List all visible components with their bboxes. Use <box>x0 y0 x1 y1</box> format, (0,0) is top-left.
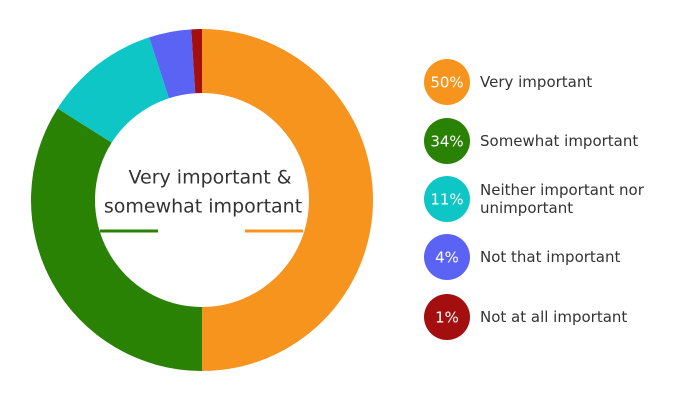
donut-slice <box>202 29 373 371</box>
legend-marker <box>424 176 470 222</box>
value-label: 1% <box>435 309 459 327</box>
legend-label: Not at all important <box>480 308 628 326</box>
legend-label: Neither important nor unimportant <box>480 181 644 217</box>
donut-slice <box>191 29 202 94</box>
legend-marker <box>424 234 470 280</box>
legend-marker <box>424 59 470 105</box>
value-label: 11% <box>430 191 463 209</box>
value-label: 50% <box>430 74 463 92</box>
donut-slice <box>30 108 202 371</box>
value-label: 34% <box>430 133 463 151</box>
legend-label: Very important <box>480 73 593 91</box>
donut-slice <box>149 29 196 99</box>
legend-label: Somewhat important <box>480 132 639 150</box>
donut-slice <box>57 37 169 143</box>
center-text: Very important & <box>128 167 291 189</box>
center-text: somewhat important <box>104 196 302 218</box>
legend-label: Not that important <box>480 248 621 266</box>
legend-marker <box>424 118 470 164</box>
legend-marker <box>424 294 470 340</box>
value-label: 4% <box>435 249 459 267</box>
